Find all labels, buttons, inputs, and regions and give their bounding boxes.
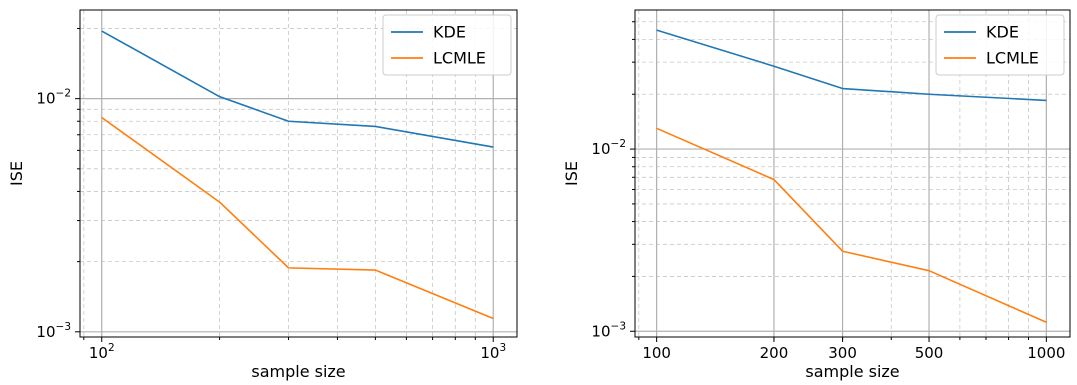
legend-label-kde: KDE [986,23,1019,42]
x-tick-label: 1000 [1027,344,1065,362]
legend-label-lcmle: LCMLE [986,49,1039,68]
y-tick-label: 10−2 [591,138,626,158]
grid [80,10,517,337]
y-tick-label: 10−3 [591,320,626,340]
legend: KDE LCMLE [935,14,1065,76]
series-line-lcmle [101,116,494,320]
chart-panel-1: 102 103 10−2 10−3 sample size ISE KDE LCMLE [7,9,518,381]
y-axis-label: ISE [7,161,26,186]
series-line-lcmle [656,127,1047,324]
x-tick-label: 500 [915,344,944,362]
y-tick-label: 10−2 [36,88,71,108]
plot-frame [79,9,518,338]
legend-label-kde: KDE [433,23,466,42]
legend-box [935,14,1065,76]
plot-frame [634,9,1071,338]
legend-box [382,14,512,76]
chart-panel-2: 100 200 300 500 1000 10−2 10−3 sample size ISE KD… [562,9,1071,381]
x-axis-label: sample size [805,362,899,381]
y-axis-label: ISE [562,161,581,186]
x-tick-label: 100 [642,344,671,362]
x-tick-label: 200 [760,344,789,362]
grid [635,10,1070,337]
x-axis-label: sample size [251,362,345,381]
series-line-kde [656,29,1047,102]
y-tick-label: 10−3 [36,321,71,341]
legend: KDE LCMLE [382,14,512,76]
x-tick-label: 103 [480,342,506,362]
legend-label-lcmle: LCMLE [433,49,486,68]
x-tick-label: 102 [89,342,115,362]
series-line-kde [101,30,494,148]
x-tick-label: 300 [828,344,857,362]
